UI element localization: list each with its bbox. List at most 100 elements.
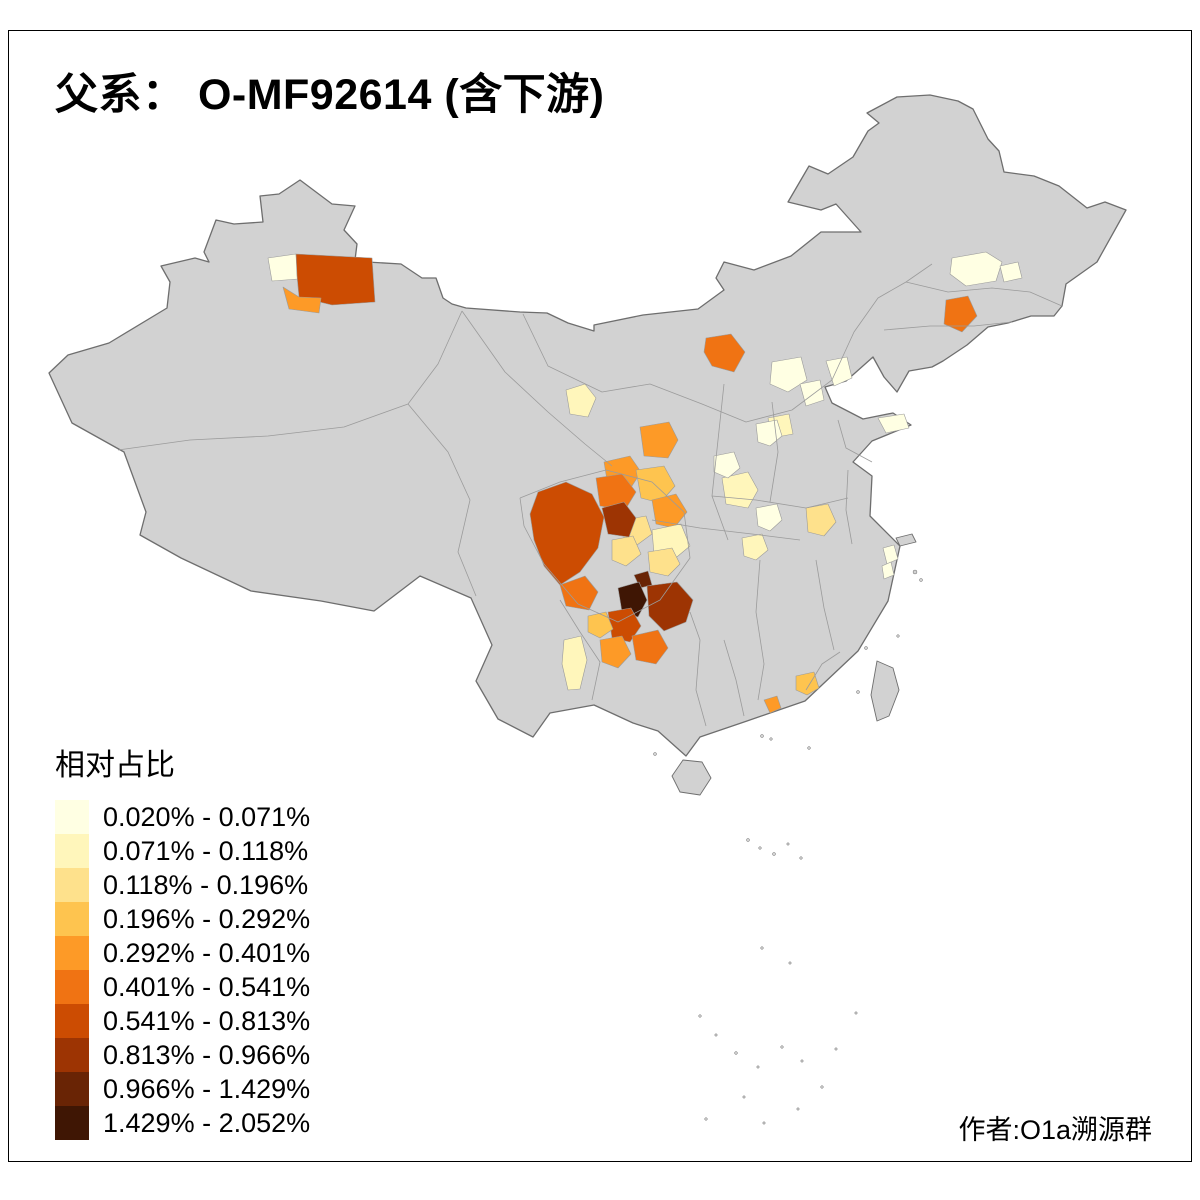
small-island <box>760 946 764 950</box>
map-region-yibin <box>559 575 599 611</box>
map-region-sichuan-main <box>529 481 605 586</box>
legend-label: 0.401% - 0.541% <box>103 971 311 1002</box>
small-island <box>896 634 900 638</box>
legend-item: 0.813% - 0.966% <box>55 1038 310 1072</box>
map-region-shanxi-south <box>755 419 783 447</box>
legend-item: 0.196% - 0.292% <box>55 902 310 936</box>
map-region-ankang <box>651 493 688 529</box>
legend-swatch <box>55 1038 89 1072</box>
map-region-guangxi-dot <box>763 695 782 714</box>
legend-swatch <box>55 868 89 902</box>
province-border <box>407 403 477 597</box>
map-region-hanzhong <box>635 465 676 504</box>
map-region-heilongjiang-pale-1 <box>949 251 1003 287</box>
province-border <box>519 469 691 623</box>
page-title: 父系： O-MF92614 (含下游) <box>55 71 605 119</box>
small-island <box>772 852 776 856</box>
map-region-liupanshui <box>587 611 614 639</box>
small-island <box>769 737 773 741</box>
legend-label: 1.429% - 2.052% <box>103 1107 311 1138</box>
legend-item: 0.966% - 1.429% <box>55 1072 310 1106</box>
legend-swatch <box>55 970 89 1004</box>
legend-swatch <box>55 936 89 970</box>
legend-label: 0.966% - 1.429% <box>103 1073 311 1104</box>
province-border <box>815 559 835 651</box>
province-border <box>559 599 601 701</box>
map-region-enshi <box>647 547 681 577</box>
map-region-zhejiang-sliver <box>881 561 895 580</box>
mainland-outline <box>48 94 1127 757</box>
small-island <box>714 1033 718 1037</box>
map-region-heilongjiang-pale-2 <box>999 261 1023 283</box>
legend-label: 0.020% - 0.071% <box>103 801 311 832</box>
legend-item: 0.118% - 0.196% <box>55 868 310 902</box>
small-island <box>653 752 657 756</box>
map-region-aba <box>595 473 637 511</box>
map-region-qujing-strip <box>561 635 588 691</box>
map-region-guiyang <box>631 629 669 665</box>
map-region-gansu-pale <box>565 383 597 418</box>
small-island <box>780 1045 784 1049</box>
map-region-ili-band <box>295 253 376 306</box>
legend-item: 0.541% - 0.813% <box>55 1004 310 1038</box>
small-island <box>786 842 790 846</box>
province-border <box>845 469 853 545</box>
province-border <box>769 401 779 503</box>
map-region-ili-west-pale <box>267 253 299 282</box>
legend-swatch <box>55 1004 89 1038</box>
map-region-hebei-north-1 <box>769 356 808 393</box>
legend-title: 相对占比 <box>55 749 175 782</box>
legend-label: 0.813% - 0.966% <box>103 1039 311 1070</box>
map-region-shandong-coast <box>877 413 910 434</box>
small-island <box>854 1011 858 1015</box>
province-border <box>651 519 801 541</box>
province-border <box>711 495 849 509</box>
small-island <box>762 1121 766 1125</box>
legend-label: 0.541% - 0.813% <box>103 1005 311 1036</box>
province-border <box>117 310 463 451</box>
small-island <box>800 1059 804 1063</box>
map-region-ili-south <box>282 286 322 314</box>
legend-swatch <box>55 1072 89 1106</box>
legend-swatch <box>55 834 89 868</box>
map-region-luoyang-area <box>713 451 741 479</box>
map-region-hubei-east <box>805 503 837 537</box>
legend-label: 0.118% - 0.196% <box>103 869 309 900</box>
legend: 相对占比 0.020% - 0.071% 0.071% - 0.118% 0.118… <box>55 740 310 1140</box>
small-island <box>856 690 860 694</box>
small-island <box>912 569 918 575</box>
map-region-bijie <box>607 607 642 643</box>
province-border <box>805 651 841 691</box>
small-island <box>834 1047 838 1051</box>
map-region-nanchong <box>611 535 642 567</box>
legend-item: 1.429% - 2.052% <box>55 1106 310 1140</box>
province-border <box>755 559 765 701</box>
legend-label: 0.196% - 0.292% <box>103 903 311 934</box>
small-island <box>704 1117 708 1121</box>
province-border <box>689 611 707 727</box>
small-island <box>820 1085 824 1089</box>
small-island <box>788 961 792 965</box>
small-island <box>742 1095 746 1099</box>
small-island <box>758 846 762 850</box>
legend-swatch <box>55 800 89 834</box>
map-region-chengdu-dark <box>601 501 637 538</box>
small-island <box>734 1051 738 1055</box>
author-credit: 作者:O1a溯源群 <box>958 1115 1152 1145</box>
map-region-anshun <box>599 635 632 669</box>
small-island <box>864 646 868 650</box>
map-region-jilin-orange <box>943 295 978 333</box>
province-border <box>905 281 1063 307</box>
small-island <box>760 734 764 738</box>
province-border <box>837 419 873 463</box>
legend-label: 0.292% - 0.401% <box>103 937 311 968</box>
map-region-baotou <box>703 333 746 373</box>
province-border <box>461 310 613 467</box>
small-island <box>919 578 923 582</box>
legend-label: 0.071% - 0.118% <box>103 835 309 866</box>
island-taiwan <box>870 660 900 722</box>
small-island <box>756 1065 760 1069</box>
legend-item: 0.292% - 0.401% <box>55 936 310 970</box>
province-border <box>522 263 933 423</box>
